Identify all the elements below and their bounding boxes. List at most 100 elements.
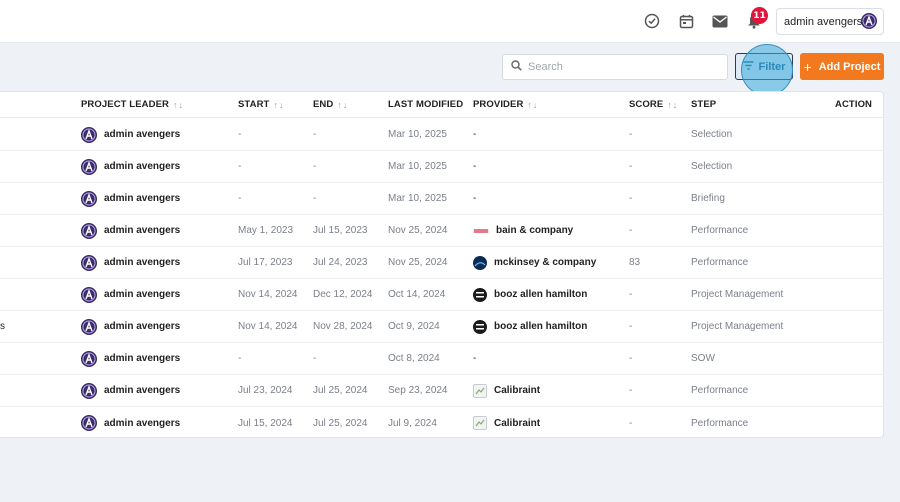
col-header-end-label: END xyxy=(313,99,334,110)
sort-icon: ↑↓ xyxy=(337,99,349,110)
provider-value: - xyxy=(473,129,477,140)
notification-badge[interactable]: 11 xyxy=(751,7,768,24)
filter-button[interactable]: Filter xyxy=(735,53,793,80)
search-input[interactable] xyxy=(528,61,708,73)
score-cell: - xyxy=(629,353,633,364)
sort-icon: ↑↓ xyxy=(172,99,184,110)
provider-cell: mckinsey & company xyxy=(473,247,596,278)
project-name-cell[interactable]: s xyxy=(0,321,5,332)
provider-value: - xyxy=(473,193,477,204)
leader-name: admin avengers xyxy=(104,321,181,332)
step-cell: Performance xyxy=(691,257,749,268)
start-date-cell: - xyxy=(238,161,242,172)
start-date-cell: Jul 17, 2023 xyxy=(238,257,293,268)
last-modified-cell: Nov 25, 2024 xyxy=(388,225,448,236)
table-row[interactable]: admin avengers Jul 17, 2023 Jul 24, 2023… xyxy=(0,247,884,279)
last-modified-cell: Mar 10, 2025 xyxy=(388,161,447,172)
table-row[interactable]: admin avengers - - Mar 10, 2025 - - Brie… xyxy=(0,183,884,215)
end-date-cell: Jul 25, 2024 xyxy=(313,385,368,396)
end-date-cell: Jul 24, 2023 xyxy=(313,257,368,268)
score-cell: - xyxy=(629,225,633,236)
provider-cell: - xyxy=(473,119,476,150)
leader-avatar xyxy=(81,350,97,367)
user-avatar xyxy=(861,13,877,29)
table-row[interactable]: admin avengers Jul 15, 2024 Jul 25, 2024… xyxy=(0,407,884,439)
calibraint-logo-icon xyxy=(473,416,487,430)
end-date-cell: - xyxy=(313,193,317,204)
table-row[interactable]: admin avengers May 1, 2023 Jul 15, 2023 … xyxy=(0,215,884,247)
score-cell: - xyxy=(629,161,633,172)
last-modified-cell: Nov 25, 2024 xyxy=(388,257,448,268)
leader-avatar xyxy=(81,415,97,431)
mail-icon[interactable] xyxy=(711,12,729,30)
leader-name: admin avengers xyxy=(104,353,181,364)
provider-cell: booz allen hamilton xyxy=(473,279,587,310)
user-menu[interactable]: admin avengers xyxy=(776,8,884,35)
col-header-action-label: ACTION xyxy=(835,99,873,110)
projects-table: PROJECT LEADER ↑↓ START ↑↓ END ↑↓ LAST MODI… xyxy=(0,91,884,438)
provider-value: - xyxy=(473,161,477,172)
leader-avatar xyxy=(81,286,97,303)
col-header-step: STEP xyxy=(691,92,716,117)
project-leader-cell: admin avengers xyxy=(81,151,180,182)
col-header-start[interactable]: START ↑↓ xyxy=(238,92,284,117)
col-header-end[interactable]: END ↑↓ xyxy=(313,92,348,117)
start-date-cell: Jul 23, 2024 xyxy=(238,385,293,396)
last-modified-cell: Jul 9, 2024 xyxy=(388,417,437,429)
provider-cell: - xyxy=(473,183,476,214)
add-project-button[interactable]: + Add Project xyxy=(800,53,884,80)
col-header-modified: LAST MODIFIED xyxy=(388,92,463,117)
col-header-provider[interactable]: PROVIDER ↑↓ xyxy=(473,92,538,117)
end-date-cell: - xyxy=(313,129,317,140)
search-icon xyxy=(511,58,522,76)
table-row[interactable]: admin avengers Nov 14, 2024 Dec 12, 2024… xyxy=(0,279,884,311)
project-leader-cell: admin avengers xyxy=(81,311,180,342)
leader-name: admin avengers xyxy=(104,225,181,236)
leader-avatar xyxy=(81,318,97,335)
provider-name[interactable]: bain & company xyxy=(496,225,574,236)
provider-cell: - xyxy=(473,151,476,182)
leader-name: admin avengers xyxy=(104,129,181,140)
provider-cell: bain & company xyxy=(473,215,573,246)
start-date-cell: May 1, 2023 xyxy=(238,225,294,236)
score-cell: 83 xyxy=(629,257,641,268)
bain-logo-icon xyxy=(473,224,489,238)
col-header-action: ACTION xyxy=(835,92,872,117)
check-circle-icon[interactable] xyxy=(643,12,661,30)
sort-icon: ↑↓ xyxy=(667,99,679,110)
provider-name[interactable]: booz allen hamilton xyxy=(494,289,588,300)
step-cell: SOW xyxy=(691,353,715,364)
last-modified-cell: Oct 9, 2024 xyxy=(388,321,440,332)
col-header-score-label: SCORE xyxy=(629,99,664,110)
project-leader-cell: admin avengers xyxy=(81,183,180,214)
leader-name: admin avengers xyxy=(104,417,181,429)
end-date-cell: - xyxy=(313,353,317,364)
table-row[interactable]: admin avengers - - Oct 8, 2024 - - SOW xyxy=(0,343,884,375)
col-header-score[interactable]: SCORE ↑↓ xyxy=(629,92,678,117)
provider-name[interactable]: Calibraint xyxy=(494,417,541,429)
col-header-leader[interactable]: PROJECT LEADER ↑↓ xyxy=(81,92,184,117)
table-row[interactable]: admin avengers - - Mar 10, 2025 - - Sele… xyxy=(0,119,884,151)
provider-cell: Calibraint xyxy=(473,375,540,406)
leader-name: admin avengers xyxy=(104,257,181,268)
last-modified-cell: Oct 8, 2024 xyxy=(388,353,440,364)
provider-name[interactable]: booz allen hamilton xyxy=(494,321,588,332)
col-header-modified-label: LAST MODIFIED xyxy=(388,99,464,110)
calendar-icon[interactable] xyxy=(677,12,695,30)
provider-name[interactable]: mckinsey & company xyxy=(494,257,597,268)
end-date-cell: Jul 15, 2023 xyxy=(313,225,368,236)
start-date-cell: Jul 15, 2024 xyxy=(238,417,293,429)
search-box[interactable] xyxy=(502,54,728,80)
table-row[interactable]: s admin avengers Nov 14, 2024 Nov 28, 20… xyxy=(0,311,884,343)
table-row[interactable]: admin avengers - - Mar 10, 2025 - - Sele… xyxy=(0,151,884,183)
project-leader-cell: admin avengers xyxy=(81,119,180,150)
project-leader-cell: admin avengers xyxy=(81,247,180,278)
filter-icon xyxy=(743,60,754,73)
calibraint-logo-icon xyxy=(473,383,487,398)
provider-name[interactable]: Calibraint xyxy=(494,385,541,396)
provider-cell: - xyxy=(473,343,476,374)
project-leader-cell: admin avengers xyxy=(81,375,180,406)
provider-cell: booz allen hamilton xyxy=(473,311,587,342)
start-date-cell: Nov 14, 2024 xyxy=(238,321,298,332)
table-row[interactable]: admin avengers Jul 23, 2024 Jul 25, 2024… xyxy=(0,375,884,407)
